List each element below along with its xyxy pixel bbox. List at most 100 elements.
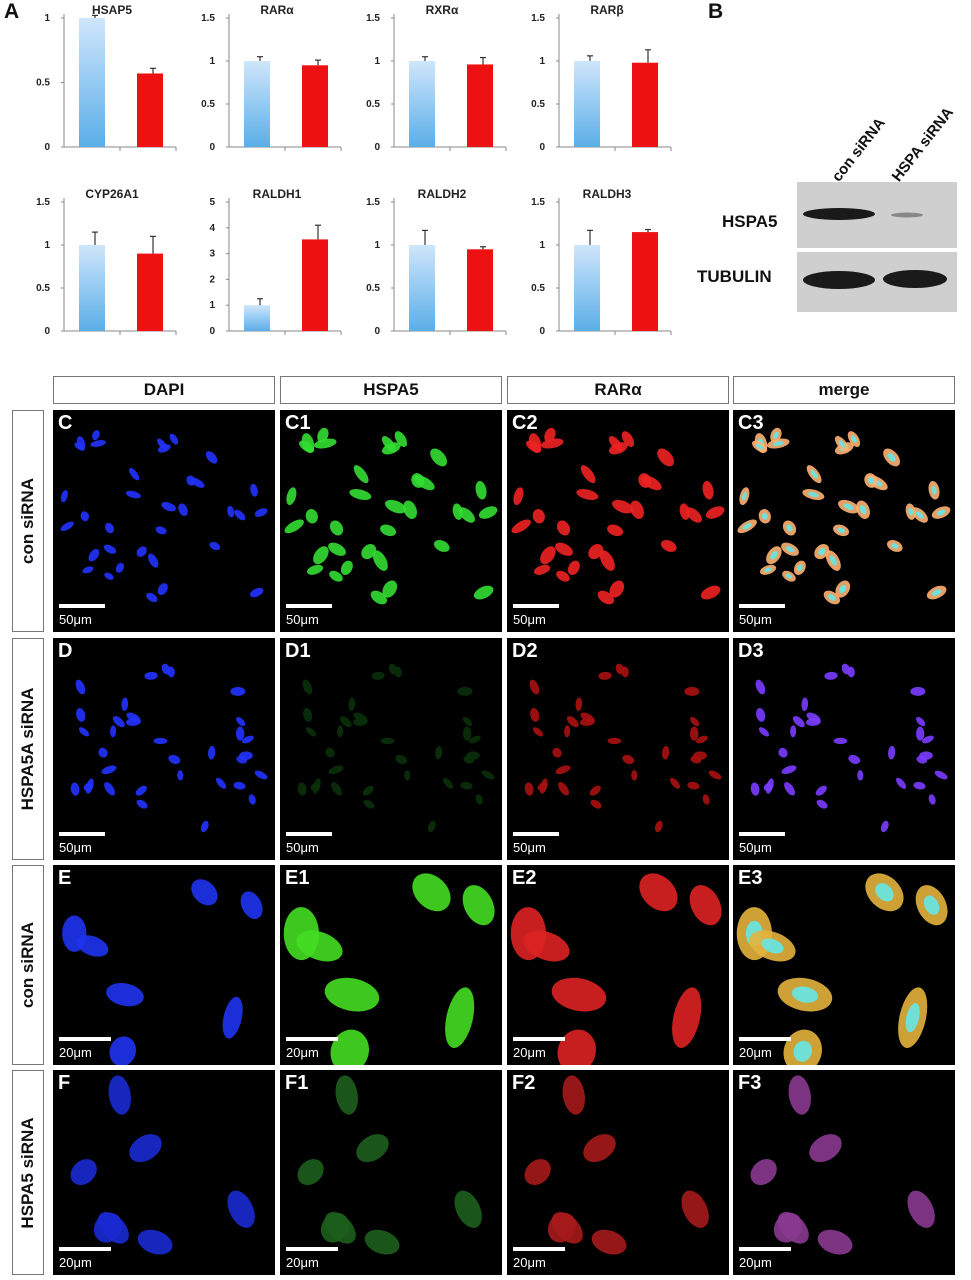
column-header-rara: RARα	[507, 376, 729, 404]
cell-nucleus	[463, 726, 472, 741]
y-tick-label: 1.5	[36, 197, 50, 208]
cell-nucleus	[352, 718, 368, 726]
cell-nucleus	[557, 1029, 597, 1065]
cell-nucleus	[598, 671, 612, 680]
blot-label-hspa5: HSPA5	[722, 212, 778, 231]
cell-nucleus	[242, 735, 254, 744]
cell-nucleus	[916, 726, 925, 741]
bar-control	[574, 245, 600, 331]
cell-nucleus	[297, 782, 307, 796]
scale-bar	[286, 1247, 338, 1251]
cell-nucleus	[847, 666, 855, 678]
cell-nucleus	[129, 467, 140, 481]
cell-nucleus	[167, 666, 175, 678]
cell-nucleus-overlap	[742, 523, 752, 530]
cell-nucleus	[240, 891, 263, 920]
bar-chart-raldh1: RALDH1 0 1 2 3 4 5	[195, 187, 345, 358]
cell-nucleus	[305, 727, 317, 737]
cell-nucleus	[340, 560, 353, 575]
cell-nucleus	[324, 977, 380, 1012]
cell-nucleus	[888, 745, 896, 760]
cell-nucleus	[750, 1159, 777, 1186]
cell-nucleus	[433, 540, 450, 552]
cell-nucleus-overlap	[796, 564, 803, 572]
cell-nucleus	[607, 524, 624, 537]
cell-nucleus	[454, 1190, 482, 1228]
cell-nucleus	[922, 735, 934, 744]
cell-nucleus	[110, 725, 117, 738]
y-tick-label: 1.5	[366, 197, 380, 208]
bar-sirna	[632, 232, 658, 331]
scale-bar	[59, 604, 105, 608]
cell-nucleus	[404, 770, 411, 781]
cell-nucleus	[230, 686, 246, 696]
cell-nucleus	[205, 451, 218, 464]
y-tick-label: 1	[44, 240, 50, 251]
y-tick-label: 1	[539, 240, 545, 251]
cell-nucleus	[916, 755, 928, 764]
cell-nucleus	[773, 1212, 803, 1243]
micrograph-d: D 50μm	[53, 638, 275, 860]
cell-nucleus	[381, 436, 396, 452]
cell-nucleus-overlap	[761, 512, 768, 520]
cell-nucleus	[191, 879, 218, 906]
scale-bar	[513, 1247, 565, 1251]
y-tick-label: 1.5	[531, 13, 545, 24]
scale-bar	[513, 604, 559, 608]
micrograph-e3: E3 20μm	[733, 865, 955, 1065]
cell-nucleus	[88, 548, 100, 562]
column-header-dapi: DAPI	[53, 376, 275, 404]
cell-nucleus	[330, 1029, 370, 1065]
cell-nucleus	[690, 755, 702, 764]
cell-nucleus	[445, 987, 475, 1048]
cell-nucleus	[250, 483, 258, 497]
cell-nucleus	[529, 679, 540, 695]
cell-nucleus	[394, 666, 402, 678]
cell-nucleus	[758, 727, 770, 737]
blot-band-tubulin	[797, 252, 957, 312]
cell-nucleus	[622, 754, 635, 764]
bar-chart-rxra: RXRα 0 0.5 1 1.5	[360, 3, 510, 174]
cell-nucleus	[833, 737, 848, 745]
micrograph-d3: D3 50μm	[733, 638, 955, 860]
cell-nucleus	[524, 1159, 551, 1186]
cell-nucleus	[349, 489, 372, 500]
cell-nucleus	[362, 785, 374, 796]
cell-nucleus	[689, 885, 722, 926]
cell-nucleus	[848, 754, 861, 764]
cell-nucleus	[551, 977, 607, 1012]
cell-nucleus	[916, 716, 926, 727]
cell-nucleus	[526, 440, 542, 453]
micrograph-label: C1	[285, 412, 311, 434]
bar-chart-raldh3: RALDH3 0 0.5 1 1.5	[525, 187, 675, 358]
cell-nucleus	[685, 507, 702, 523]
cell-nucleus	[816, 799, 828, 809]
cell-nucleus	[910, 686, 926, 696]
cell-nucleus	[427, 820, 436, 833]
micrograph-label: D1	[285, 640, 311, 662]
cell-nucleus	[530, 707, 540, 722]
cell-nucleus	[708, 770, 722, 780]
cell-nucleus	[82, 566, 94, 574]
cell-nucleus	[236, 755, 248, 764]
cell-nucleus	[687, 781, 700, 790]
cell-nucleus	[533, 564, 551, 575]
cell-nucleus	[80, 511, 90, 522]
cell-nucleus	[372, 550, 388, 571]
chart-title: RXRα	[426, 3, 459, 17]
cell-nucleus	[328, 542, 346, 556]
cell-nucleus	[125, 718, 141, 726]
cell-nucleus-overlap	[936, 509, 946, 516]
scale-bar-label: 20μm	[59, 1255, 92, 1270]
bar-control	[244, 61, 270, 147]
cell-nucleus	[621, 666, 629, 678]
cell-nucleus	[591, 1229, 627, 1255]
cell-nucleus	[109, 1036, 137, 1065]
cell-nucleus	[125, 490, 141, 499]
cell-nucleus	[638, 473, 652, 488]
chart-title: RALDH1	[253, 187, 302, 201]
cell-nucleus	[312, 778, 321, 794]
y-tick-label: 1	[209, 300, 215, 311]
y-tick-label: 0	[44, 142, 50, 153]
cell-nucleus	[286, 487, 297, 506]
